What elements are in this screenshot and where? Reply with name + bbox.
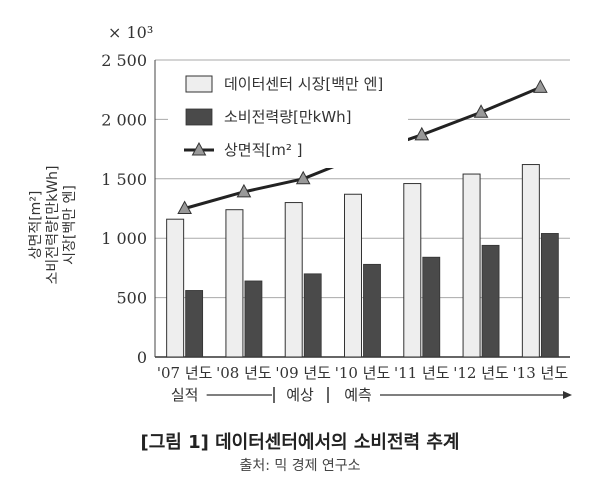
legend-label-market: 데이터센터 시장[백만 엔] (224, 75, 383, 93)
power-bar (422, 256, 441, 358)
y-unit-label: × 10³ (108, 23, 153, 42)
y-axis-label-line: 시장[백만 엔] (62, 185, 78, 265)
market-bar (344, 193, 362, 358)
x-tick-label: '13 년도 (513, 364, 569, 382)
x-tick-label: '08 년도 (216, 364, 272, 382)
legend-swatch-market (185, 75, 213, 93)
y-axis-label-line: 소비전력량[만kWh] (45, 165, 61, 284)
x-tick-label: '07 년도 (157, 364, 213, 382)
market-bar (166, 218, 185, 358)
power-bar (540, 233, 559, 358)
market-bar (462, 173, 481, 358)
y-axis-label-line: 상면적[m²] (28, 191, 44, 260)
arrow-head (563, 391, 572, 399)
period-annotations: 실적 예상 예측 (171, 386, 572, 404)
x-tick-label: '12 년도 (453, 364, 509, 382)
x-tick-labels: '07 년도 '08 년도 '09 년도 '10 년도 '11 년도 '12 년도 '13 … (157, 364, 568, 382)
period-prediction-label: 예측 (344, 386, 372, 404)
market-bar (225, 209, 244, 358)
period-forecast-label: 예상 (286, 386, 314, 404)
x-tick-label: '09 년도 (275, 364, 331, 382)
area-marker (414, 126, 430, 141)
legend-label-power: 소비전력량[만kWh] (224, 108, 352, 126)
market-bar (284, 202, 303, 358)
area-marker (236, 183, 252, 198)
area-marker (473, 104, 489, 118)
power-bar (185, 290, 204, 358)
bar-marks (166, 164, 559, 358)
y-tick-label: 1 500 (101, 170, 147, 189)
period-actual-label: 실적 (171, 386, 199, 404)
power-bar (363, 263, 381, 358)
legend: 데이터센터 시장[백만 엔] 소비전력량[만kWh] 상면적[m² ] (168, 66, 408, 168)
y-tick-label: 0 (137, 348, 147, 367)
x-tick-label: '11 년도 (394, 364, 450, 382)
y-tick-labels: 0 500 1 000 1 500 2 000 2 500 (101, 51, 147, 367)
power-bar (244, 280, 263, 358)
market-bar (521, 164, 540, 358)
legend-marker-area (191, 141, 207, 156)
y-axis-label: 상면적[m²] 소비전력량[만kWh] 시장[백만 엔] (28, 165, 78, 284)
y-tick-label: 500 (116, 289, 147, 308)
y-tick-label: 2 500 (101, 51, 147, 70)
power-bar (481, 244, 500, 358)
area-marker (533, 79, 548, 93)
area-marker (295, 170, 311, 185)
legend-swatch-power (185, 108, 213, 126)
y-tick-label: 1 000 (101, 229, 147, 248)
x-tick-label: '10 년도 (335, 364, 391, 382)
figure-title: [그림 1] 데이터센터에서의 소비전력 추계 (140, 432, 460, 453)
figure-source: 출처: 믹 경제 연구소 (239, 458, 361, 474)
line-series (177, 79, 548, 214)
area-marker (177, 200, 192, 214)
y-tick-label: 2 000 (101, 110, 147, 129)
market-bar (403, 183, 422, 358)
legend-label-area: 상면적[m² ] (224, 141, 303, 159)
power-bar (303, 273, 322, 358)
